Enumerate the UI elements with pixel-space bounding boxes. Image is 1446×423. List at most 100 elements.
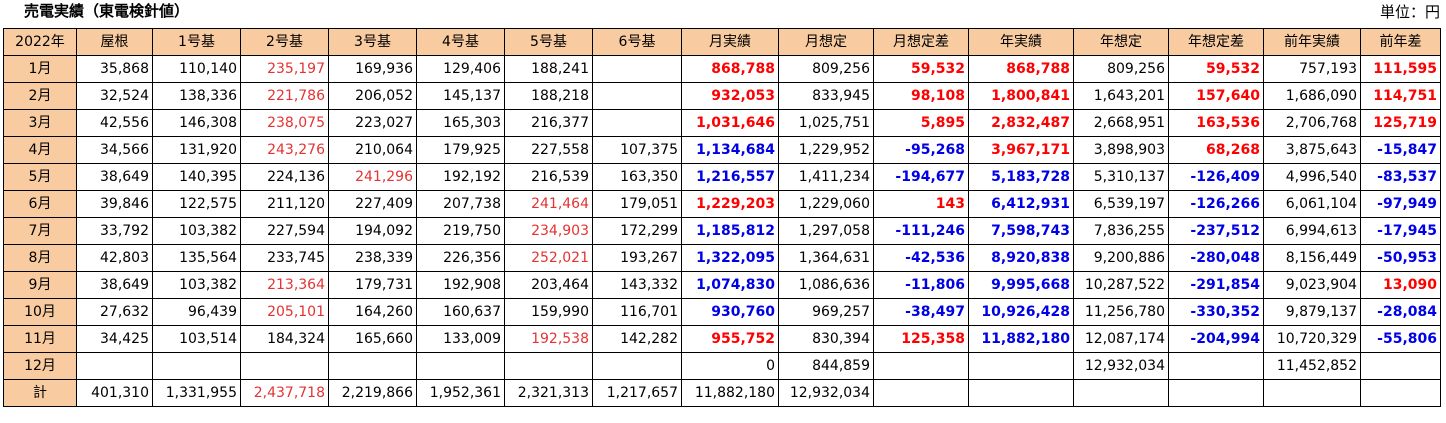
table-cell[interactable]: -291,854 xyxy=(1168,271,1264,299)
table-cell[interactable]: 10,287,522 xyxy=(1073,271,1169,299)
table-cell[interactable] xyxy=(1073,379,1169,407)
table-cell[interactable]: 401,310 xyxy=(76,379,153,407)
table-cell[interactable]: 169,936 xyxy=(328,55,417,83)
table-cell[interactable]: 163,536 xyxy=(1168,109,1264,137)
table-cell[interactable]: 211,120 xyxy=(240,190,329,218)
table-cell[interactable]: 5,895 xyxy=(873,109,969,137)
table-cell[interactable]: 131,920 xyxy=(152,136,241,164)
table-cell[interactable]: 1,216,557 xyxy=(681,163,779,191)
table-cell[interactable]: -95,268 xyxy=(873,136,969,164)
table-cell[interactable]: 32,524 xyxy=(76,82,153,110)
table-cell[interactable]: 122,575 xyxy=(152,190,241,218)
table-cell[interactable]: 9,200,886 xyxy=(1073,244,1169,272)
table-cell[interactable]: -280,048 xyxy=(1168,244,1264,272)
table-cell[interactable]: 103,382 xyxy=(152,217,241,245)
table-cell[interactable]: 213,364 xyxy=(240,271,329,299)
table-cell[interactable]: 2,706,768 xyxy=(1263,109,1361,137)
table-cell[interactable]: 1,331,955 xyxy=(152,379,241,407)
table-cell[interactable]: 227,558 xyxy=(504,136,593,164)
table-cell[interactable]: 1,025,751 xyxy=(778,109,874,137)
table-cell[interactable] xyxy=(592,55,682,83)
table-cell[interactable]: 34,566 xyxy=(76,136,153,164)
table-cell[interactable] xyxy=(76,352,153,380)
table-cell[interactable]: 1,229,952 xyxy=(778,136,874,164)
table-cell[interactable]: 7,598,743 xyxy=(968,217,1074,245)
table-cell[interactable]: 34,425 xyxy=(76,325,153,353)
table-cell[interactable]: 12,087,174 xyxy=(1073,325,1169,353)
table-cell[interactable]: 8,156,449 xyxy=(1263,244,1361,272)
table-cell[interactable]: 11,882,180 xyxy=(681,379,779,407)
table-cell[interactable]: 164,260 xyxy=(328,298,417,326)
table-cell[interactable]: 96,439 xyxy=(152,298,241,326)
table-cell[interactable]: 1,800,841 xyxy=(968,82,1074,110)
table-cell[interactable]: 9,879,137 xyxy=(1263,298,1361,326)
table-cell[interactable]: -330,352 xyxy=(1168,298,1264,326)
table-cell[interactable]: 1,086,636 xyxy=(778,271,874,299)
table-cell[interactable]: 233,745 xyxy=(240,244,329,272)
table-cell[interactable]: 165,660 xyxy=(328,325,417,353)
table-cell[interactable]: 10,926,428 xyxy=(968,298,1074,326)
table-cell[interactable]: 192,192 xyxy=(416,163,505,191)
table-cell[interactable]: 8,920,838 xyxy=(968,244,1074,272)
table-cell[interactable]: 809,256 xyxy=(1073,55,1169,83)
table-cell[interactable]: 9,023,904 xyxy=(1263,271,1361,299)
table-cell[interactable]: 35,868 xyxy=(76,55,153,83)
table-cell[interactable]: 110,140 xyxy=(152,55,241,83)
table-cell[interactable]: 0 xyxy=(681,352,779,380)
table-cell[interactable]: 1,364,631 xyxy=(778,244,874,272)
table-cell[interactable]: 125,719 xyxy=(1360,109,1441,137)
table-cell[interactable]: 205,101 xyxy=(240,298,329,326)
table-cell[interactable] xyxy=(873,352,969,380)
table-cell[interactable] xyxy=(504,352,593,380)
table-cell[interactable]: 165,303 xyxy=(416,109,505,137)
table-cell[interactable]: 116,701 xyxy=(592,298,682,326)
table-cell[interactable]: 42,556 xyxy=(76,109,153,137)
table-cell[interactable]: 188,241 xyxy=(504,55,593,83)
table-cell[interactable]: 3,967,171 xyxy=(968,136,1074,164)
table-cell[interactable]: 223,027 xyxy=(328,109,417,137)
table-cell[interactable]: 4,996,540 xyxy=(1263,163,1361,191)
table-cell[interactable]: 194,092 xyxy=(328,217,417,245)
table-cell[interactable]: -11,806 xyxy=(873,271,969,299)
table-cell[interactable]: 138,336 xyxy=(152,82,241,110)
table-cell[interactable]: 1,031,646 xyxy=(681,109,779,137)
table-cell[interactable]: 932,053 xyxy=(681,82,779,110)
table-cell[interactable]: -111,246 xyxy=(873,217,969,245)
table-cell[interactable]: 179,051 xyxy=(592,190,682,218)
table-cell[interactable]: 107,375 xyxy=(592,136,682,164)
table-cell[interactable]: 193,267 xyxy=(592,244,682,272)
table-cell[interactable]: 1,297,058 xyxy=(778,217,874,245)
table-cell[interactable]: 1,229,060 xyxy=(778,190,874,218)
table-cell[interactable] xyxy=(1168,379,1264,407)
table-cell[interactable]: 6,412,931 xyxy=(968,190,1074,218)
table-cell[interactable] xyxy=(968,379,1074,407)
table-cell[interactable]: -126,266 xyxy=(1168,190,1264,218)
table-cell[interactable]: 216,377 xyxy=(504,109,593,137)
table-cell[interactable]: 157,640 xyxy=(1168,82,1264,110)
table-cell[interactable]: 1,952,361 xyxy=(416,379,505,407)
table-cell[interactable] xyxy=(1360,352,1441,380)
table-cell[interactable]: 68,268 xyxy=(1168,136,1264,164)
table-cell[interactable]: 238,339 xyxy=(328,244,417,272)
table-cell[interactable]: 868,788 xyxy=(968,55,1074,83)
table-cell[interactable]: 3,875,643 xyxy=(1263,136,1361,164)
table-cell[interactable]: 59,532 xyxy=(873,55,969,83)
table-cell[interactable]: -97,949 xyxy=(1360,190,1441,218)
table-cell[interactable]: 1,686,090 xyxy=(1263,82,1361,110)
table-cell[interactable]: 830,394 xyxy=(778,325,874,353)
table-cell[interactable]: 226,356 xyxy=(416,244,505,272)
table-cell[interactable]: 1,643,201 xyxy=(1073,82,1169,110)
table-cell[interactable] xyxy=(592,352,682,380)
table-cell[interactable]: 241,296 xyxy=(328,163,417,191)
table-cell[interactable]: 111,595 xyxy=(1360,55,1441,83)
table-cell[interactable]: 160,637 xyxy=(416,298,505,326)
table-cell[interactable]: -28,084 xyxy=(1360,298,1441,326)
table-cell[interactable]: 844,859 xyxy=(778,352,874,380)
table-cell[interactable]: -204,994 xyxy=(1168,325,1264,353)
table-cell[interactable]: 27,632 xyxy=(76,298,153,326)
table-cell[interactable]: 1,185,812 xyxy=(681,217,779,245)
table-cell[interactable]: 135,564 xyxy=(152,244,241,272)
table-cell[interactable]: 42,803 xyxy=(76,244,153,272)
table-cell[interactable]: -83,537 xyxy=(1360,163,1441,191)
table-cell[interactable]: 206,052 xyxy=(328,82,417,110)
